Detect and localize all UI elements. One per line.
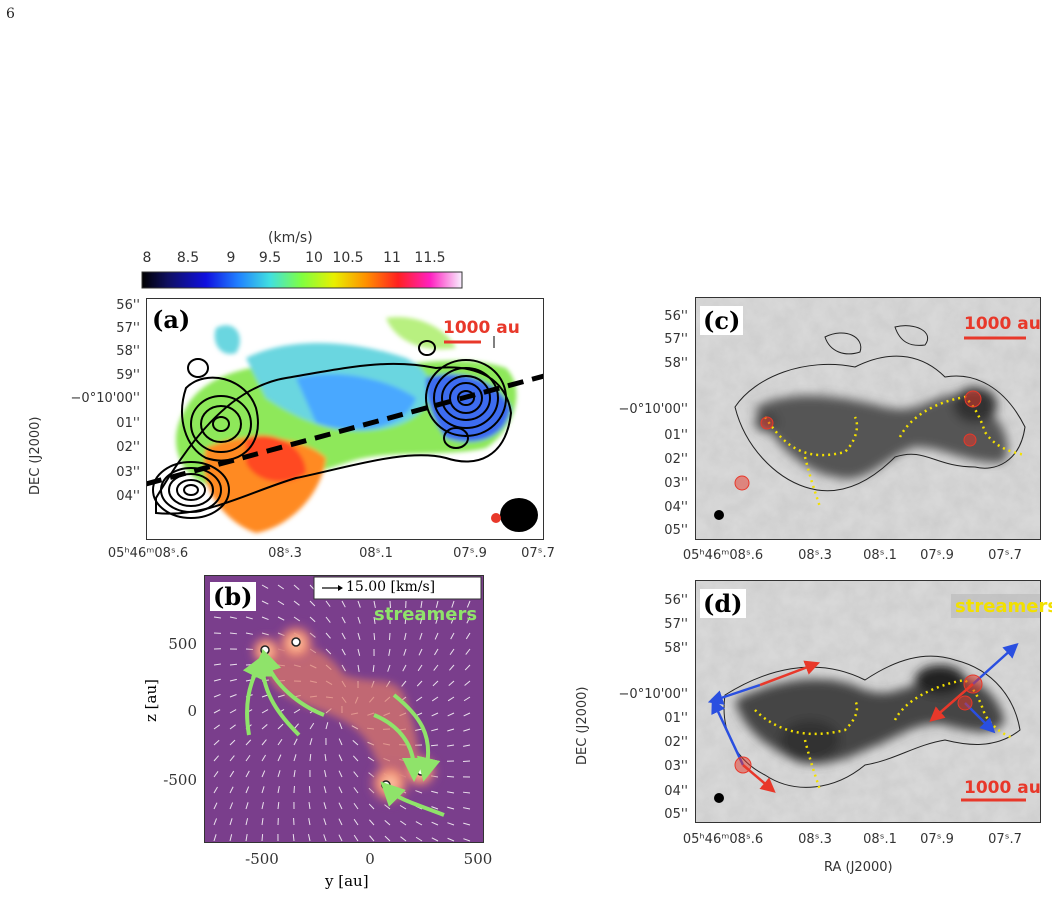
- panel-a-xtick-label: 05ʰ46ᵐ08ˢ.6: [107, 546, 189, 561]
- panel-a-ytick-label: 59'': [116, 368, 140, 383]
- panel-b-vector-key: 15.00 [km/s]: [346, 579, 436, 595]
- panel-b-xlabel: y [au]: [325, 872, 369, 890]
- panel-d-xtick-label: 07ˢ.9: [920, 832, 954, 847]
- panel-d-ytick-label: 01'': [664, 711, 688, 726]
- panel-d-streamers-label: streamers: [955, 596, 1052, 617]
- panel-a-xtick-label: 07ˢ.9: [453, 546, 487, 561]
- panel-d-xtick-label: 05ʰ46ᵐ08ˢ.6: [682, 832, 764, 847]
- panel-a-image: [146, 298, 544, 540]
- panel-d-xlabel: RA (J2000): [824, 860, 893, 875]
- panel-d-ytick-label: 02'': [664, 735, 688, 750]
- panel-a-ytick-label: 01'': [116, 416, 140, 431]
- colorbar-tick-label: 11: [383, 250, 401, 266]
- panel-a-xtick-label: 08ˢ.3: [268, 546, 302, 561]
- panel-b-streamers-label: streamers: [374, 604, 478, 625]
- panel-c-xtick-label: 07ˢ.9: [920, 548, 954, 563]
- panel-a-ylabel: DEC (J2000): [28, 416, 43, 496]
- panel-a-ytick-label: 02'': [116, 440, 140, 455]
- panel-a-ytick-label: 56'': [116, 298, 140, 313]
- panel-d-xtick-label: 07ˢ.7: [988, 832, 1022, 847]
- panel-b-xtick-label: 0: [365, 850, 375, 868]
- panel-b-ytick-label: 0: [187, 702, 197, 720]
- panel-a-scale-bar: 1000 au: [443, 318, 520, 338]
- panel-c-ytick-label: 04'': [664, 500, 688, 515]
- panel-c-xtick-label: 07ˢ.7: [988, 548, 1022, 563]
- panel-a-ytick-label: 04'': [116, 489, 140, 504]
- panel-d-xtick-label: 08ˢ.3: [798, 832, 832, 847]
- panel-d-ytick-label: 57'': [664, 617, 688, 632]
- panel-c-image: [695, 297, 1041, 540]
- colorbar-tick-label: 9: [226, 250, 236, 266]
- panel-d-ylabel: DEC (J2000): [575, 686, 590, 766]
- panel-c-xtick-label: 08ˢ.1: [863, 548, 897, 563]
- panel-a-ytick-label: 57'': [116, 321, 140, 336]
- panel-b-ytick-label: -500: [163, 771, 197, 789]
- panel-c-ytick-label: −0°10'00'': [618, 402, 688, 417]
- panel-a-ytick-label: 58'': [116, 344, 140, 359]
- panel-d-ytick-label: 05'': [664, 807, 688, 822]
- panel-c-xtick-label: 08ˢ.3: [798, 548, 832, 563]
- panel-a-label: (a): [152, 305, 191, 334]
- colorbar-tick-label: 11.5: [414, 250, 446, 266]
- panel-c-ytick-label: 56'': [664, 309, 688, 324]
- panel-d-ytick-label: 04'': [664, 784, 688, 799]
- panel-c-ytick-label: 02'': [664, 452, 688, 467]
- panel-b-ylabel: z [au]: [142, 679, 160, 722]
- panel-a-ytick-label: −0°10'00'': [70, 391, 140, 406]
- panel-b-xtick-label: -500: [245, 850, 279, 868]
- panel-c-ytick-label: 03'': [664, 476, 688, 491]
- panel-d-image: [695, 580, 1041, 823]
- panel-b-xtick-label: 500: [463, 850, 493, 868]
- panel-c-ytick-label: 01'': [664, 428, 688, 443]
- panel-c-scale-bar: 1000 au: [964, 314, 1041, 334]
- panel-c-ytick-label: 58'': [664, 356, 688, 371]
- colorbar-tick-label: 8.5: [176, 250, 200, 266]
- colorbar-tick-label: 8: [142, 250, 152, 266]
- panel-d-ytick-label: 56'': [664, 593, 688, 608]
- panel-d-ytick-label: 58'': [664, 641, 688, 656]
- panel-c-ytick-label: 05'': [664, 523, 688, 538]
- panel-d-scale-bar: 1000 au: [964, 778, 1041, 798]
- panel-c-label: (c): [700, 306, 744, 335]
- panel-b-image: [204, 575, 484, 843]
- colorbar-tick-label: 9.5: [258, 250, 282, 266]
- panel-d-ytick-label: 03'': [664, 759, 688, 774]
- panel-b-label: (b): [210, 582, 256, 611]
- colorbar-tick-label: 10.5: [332, 250, 364, 266]
- panel-c-xtick-label: 05ʰ46ᵐ08ˢ.6: [682, 548, 764, 563]
- panel-a-xtick-label: 08ˢ.1: [359, 546, 393, 561]
- panel-c-ytick-label: 57'': [664, 332, 688, 347]
- page-number: 6: [6, 6, 15, 22]
- panel-a-ytick-label: 03'': [116, 465, 140, 480]
- panel-d-label: (d): [700, 589, 746, 618]
- panel-d-xtick-label: 08ˢ.1: [863, 832, 897, 847]
- colorbar-tick-label: 10: [305, 250, 323, 266]
- panel-d-ytick-label: −0°10'00'': [618, 687, 688, 702]
- panel-a-xtick-label: 07ˢ.7: [521, 546, 555, 561]
- colorbar-unit: (km/s): [268, 230, 313, 246]
- colorbar: [141, 271, 463, 289]
- panel-b-ytick-label: 500: [168, 635, 197, 653]
